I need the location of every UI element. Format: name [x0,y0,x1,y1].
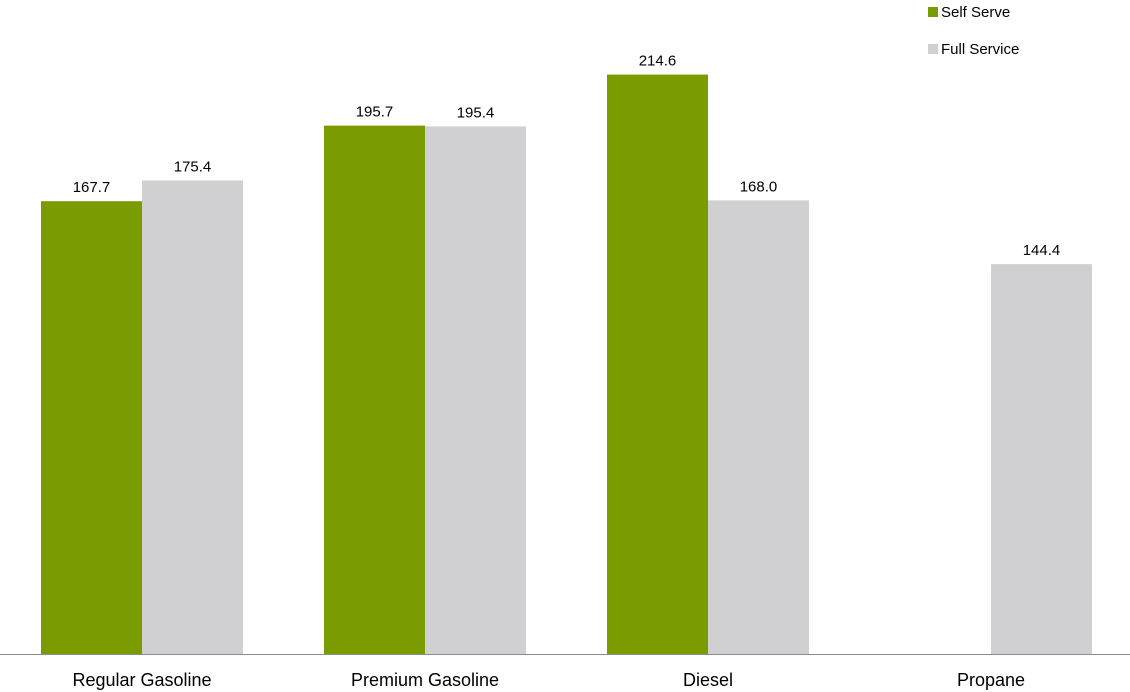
legend-item-full-service: Full Service [928,39,1019,59]
data-label-self-serve-2: 214.6 [639,53,677,70]
legend-swatch-full-service [928,44,938,54]
data-label-full-service-3: 144.4 [1023,242,1061,259]
data-label-full-service-1: 195.4 [457,104,495,121]
bar-self-serve-1 [324,125,425,655]
data-label-self-serve-1: 195.7 [356,104,394,121]
legend-label-full-service: Full Service [941,40,1020,58]
data-label-self-serve-0: 167.7 [73,179,111,196]
legend-label-self-serve: Self Serve [941,3,1011,21]
x-tick-label-1: Premium Gasoline [351,670,499,690]
bar-self-serve-0 [41,201,142,654]
bar-full-service-3 [991,264,1092,654]
data-label-full-service-2: 168.0 [740,178,778,195]
x-tick-label-0: Regular Gasoline [72,670,211,690]
legend-swatch-self-serve [928,7,938,17]
chart-legend: Self Serve Full Service [928,2,1019,76]
x-tick-label-2: Diesel [683,670,733,690]
data-label-full-service-0: 175.4 [174,158,212,175]
bar-full-service-1 [425,126,526,655]
x-tick-label-3: Propane [957,670,1025,690]
bar-full-service-0 [142,180,243,655]
bar-full-service-2 [708,200,809,654]
legend-item-self-serve: Self Serve [928,2,1019,22]
bar-self-serve-2 [607,74,708,654]
